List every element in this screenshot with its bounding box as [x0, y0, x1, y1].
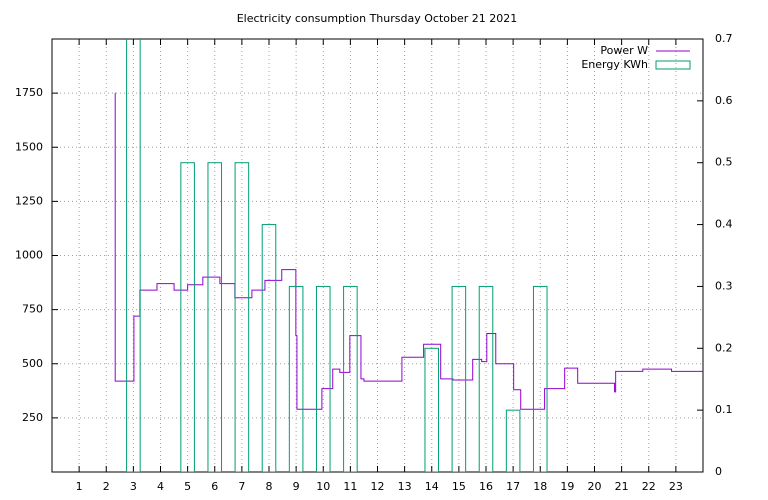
y-tick-label: 250 [22, 411, 43, 424]
x-tick-label: 21 [615, 480, 629, 493]
x-tick-label: 1 [76, 480, 83, 493]
y-tick-label: 1750 [15, 86, 43, 99]
chart-title: Electricity consumption Thursday October… [237, 12, 518, 25]
x-tick-label: 7 [238, 480, 245, 493]
x-tick-label: 19 [560, 480, 574, 493]
x-tick-label: 23 [669, 480, 683, 493]
energy-bar [207, 162, 223, 472]
y2-tick-label: 0 [715, 465, 722, 478]
x-tick-label: 8 [266, 480, 273, 493]
energy-bar [505, 409, 521, 472]
x-tick-label: 16 [479, 480, 493, 493]
y2-tick-label: 0.1 [715, 403, 733, 416]
energy-bar [315, 285, 331, 472]
plot-area [114, 39, 703, 472]
x-tick-label: 12 [371, 480, 385, 493]
legend-label: Power W [600, 44, 648, 57]
power-line [114, 92, 703, 410]
y2-tick-label: 0.7 [715, 32, 733, 45]
x-tick-label: 20 [588, 480, 602, 493]
energy-bar [424, 347, 440, 472]
x-tick-label: 5 [184, 480, 191, 493]
x-tick-label: 17 [506, 480, 520, 493]
energy-bar [234, 162, 250, 472]
legend-swatch [655, 60, 691, 70]
y2-tick-label: 0.4 [715, 218, 733, 231]
energy-bar [261, 224, 277, 472]
x-tick-label: 10 [316, 480, 330, 493]
energy-bar [288, 285, 304, 472]
x-tick-label: 15 [452, 480, 466, 493]
y-tick-label: 1250 [15, 194, 43, 207]
energy-bar [478, 285, 494, 472]
x-tick-label: 11 [343, 480, 357, 493]
x-tick-label: 3 [130, 480, 137, 493]
x-tick-label: 22 [642, 480, 656, 493]
energy-bar [180, 162, 195, 472]
y2-tick-label: 0.6 [715, 94, 733, 107]
x-tick-label: 4 [157, 480, 164, 493]
y-tick-label: 750 [22, 303, 43, 316]
y-tick-label: 1000 [15, 249, 43, 262]
x-tick-label: 18 [533, 480, 547, 493]
x-tick-label: 9 [293, 480, 300, 493]
x-tick-label: 13 [398, 480, 412, 493]
energy-bar [126, 39, 141, 472]
legend-label: Energy KWh [581, 58, 648, 71]
y2-tick-label: 0.2 [715, 341, 733, 354]
x-tick-label: 14 [425, 480, 439, 493]
y-tick-label: 1500 [15, 140, 43, 153]
y-tick-label: 500 [22, 357, 43, 370]
y2-tick-label: 0.5 [715, 156, 733, 169]
x-tick-label: 2 [103, 480, 110, 493]
energy-bar [343, 285, 358, 472]
x-tick-label: 6 [211, 480, 218, 493]
y2-tick-label: 0.3 [715, 279, 733, 292]
energy-bar [532, 285, 548, 472]
energy-bar [451, 285, 467, 472]
